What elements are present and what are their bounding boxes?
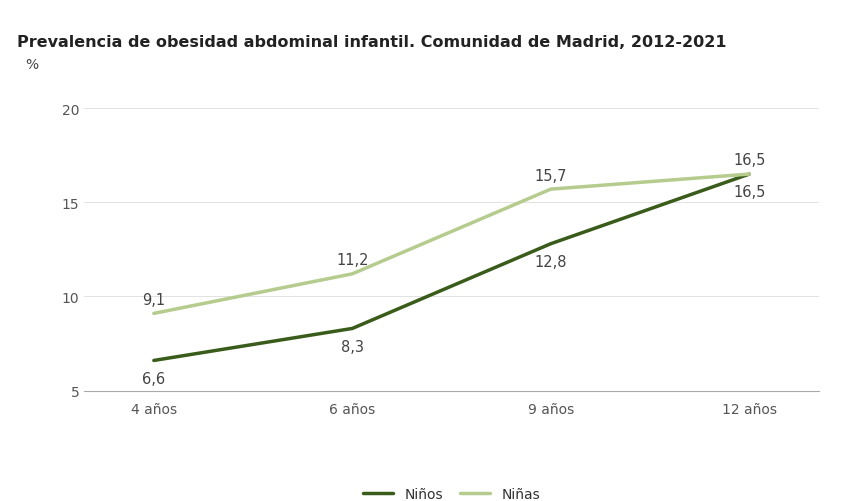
Text: 9,1: 9,1 [143,292,165,307]
Line: Niñas: Niñas [154,175,749,314]
Text: 11,2: 11,2 [336,253,369,268]
Text: 15,7: 15,7 [534,168,567,183]
Niños [149,358,159,364]
Niñas [149,311,159,317]
Text: Prevalencia de obesidad abdominal infantil. Comunidad de Madrid, 2012-2021: Prevalencia de obesidad abdominal infant… [17,35,727,50]
Legend: Niños, Niñas: Niños, Niñas [357,482,546,501]
Niñas [347,272,357,278]
Text: %: % [25,58,39,72]
Text: 12,8: 12,8 [534,255,567,270]
Line: Niños: Niños [154,175,749,361]
Text: 6,6: 6,6 [143,371,165,386]
Text: 16,5: 16,5 [733,153,766,168]
Niños [546,241,556,247]
Niños [744,172,755,178]
Niñas [546,187,556,193]
Text: 16,5: 16,5 [733,185,766,200]
Text: 8,3: 8,3 [341,339,364,354]
Niñas [744,172,755,178]
Niños [347,326,357,332]
